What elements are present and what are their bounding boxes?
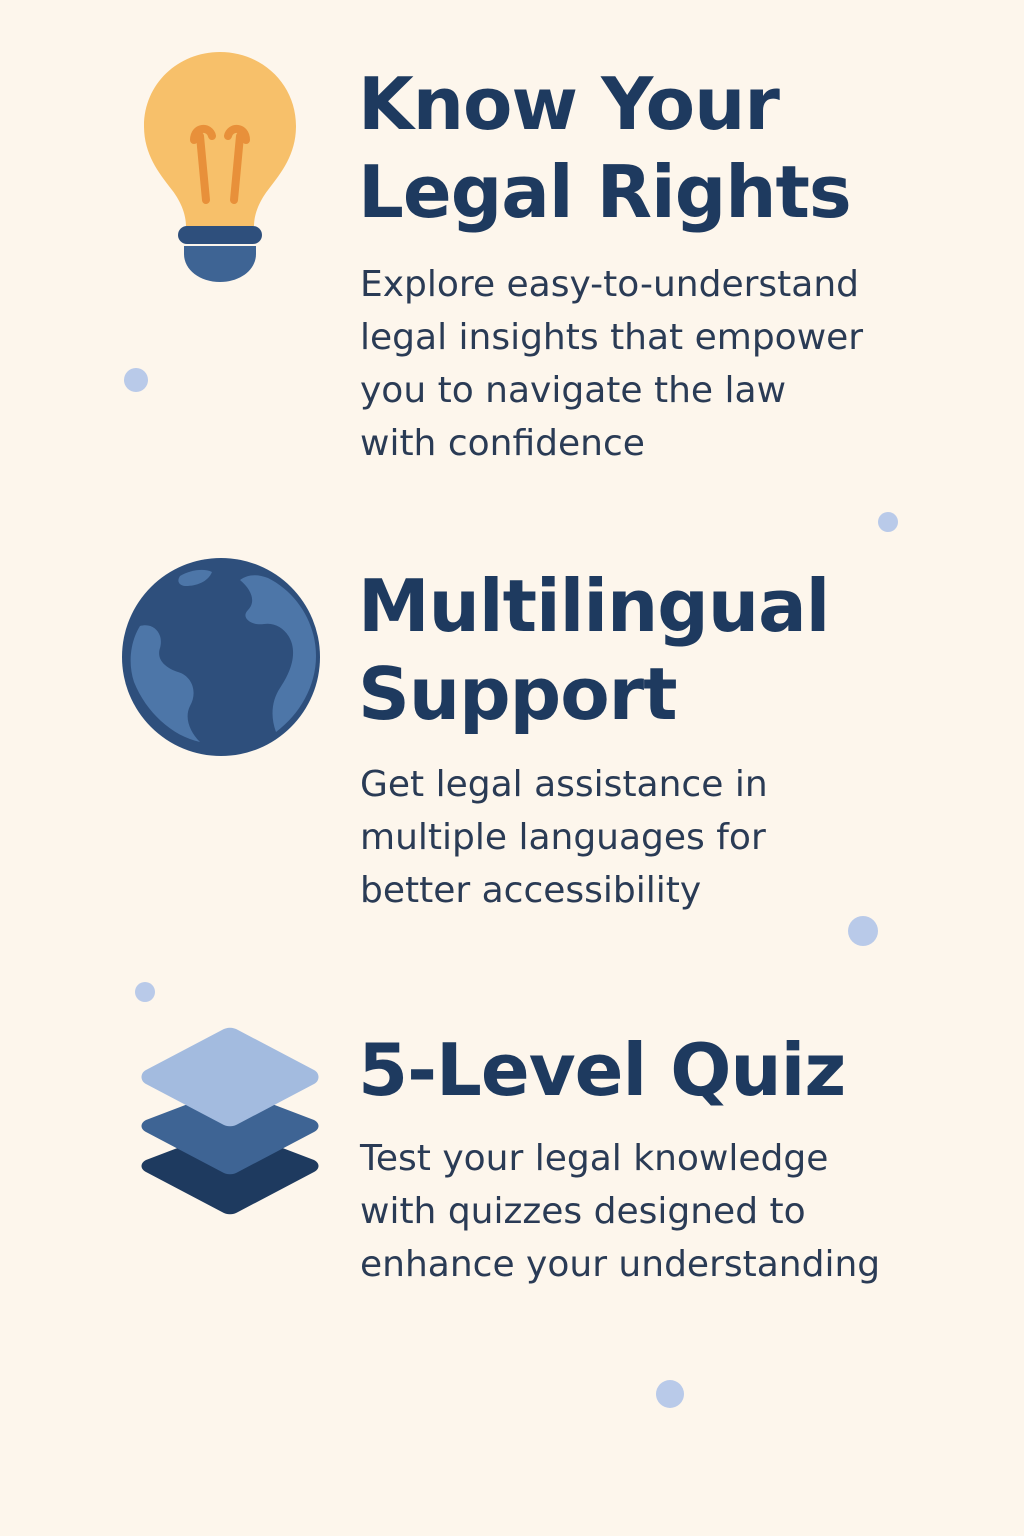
lightbulb-icon bbox=[144, 52, 296, 282]
description-line: with confidence bbox=[360, 423, 645, 464]
feature-heading: Multilingual Support bbox=[358, 562, 998, 738]
feature-heading: 5-Level Quiz bbox=[358, 1026, 998, 1114]
feature-multilingual: Multilingual Support Get legal assistanc… bbox=[122, 558, 998, 917]
feature-legal-rights: Know Your Legal Rights Explore easy-to-u… bbox=[0, 0, 1024, 500]
decorative-dot bbox=[848, 916, 878, 946]
decorative-dot bbox=[656, 1380, 684, 1408]
heading-line: 5-Level Quiz bbox=[358, 1028, 846, 1112]
decorative-dot bbox=[124, 368, 148, 392]
description-line: with quizzes designed to bbox=[360, 1191, 806, 1232]
description-line: Explore easy-to-understand bbox=[360, 264, 859, 305]
feature-quiz: 5-Level Quiz Test your legal knowledge w… bbox=[141, 1026, 998, 1291]
description-line: you to navigate the law bbox=[360, 370, 787, 411]
heading-line: Legal Rights bbox=[358, 150, 852, 234]
layers-icon bbox=[141, 1027, 319, 1215]
description-line: Test your legal knowledge bbox=[360, 1138, 829, 1179]
description-line: legal insights that empower bbox=[360, 317, 864, 358]
description-line: better accessibility bbox=[360, 870, 702, 911]
description-line: enhance your understanding bbox=[360, 1244, 881, 1285]
description-line: multiple languages for bbox=[360, 817, 766, 858]
description-line: Get legal assistance in bbox=[360, 764, 768, 805]
globe-icon bbox=[122, 558, 320, 756]
feature-heading: Know Your Legal Rights bbox=[358, 60, 998, 236]
heading-line: Support bbox=[358, 652, 678, 736]
heading-line: Know Your bbox=[358, 62, 780, 146]
decorative-dot bbox=[135, 982, 155, 1002]
heading-line: Multilingual bbox=[358, 564, 830, 648]
feature-description: Get legal assistance in multiple languag… bbox=[360, 758, 980, 917]
feature-description: Explore easy-to-understand legal insight… bbox=[360, 258, 980, 470]
decorative-dot bbox=[878, 512, 898, 532]
feature-description: Test your legal knowledge with quizzes d… bbox=[360, 1132, 980, 1291]
